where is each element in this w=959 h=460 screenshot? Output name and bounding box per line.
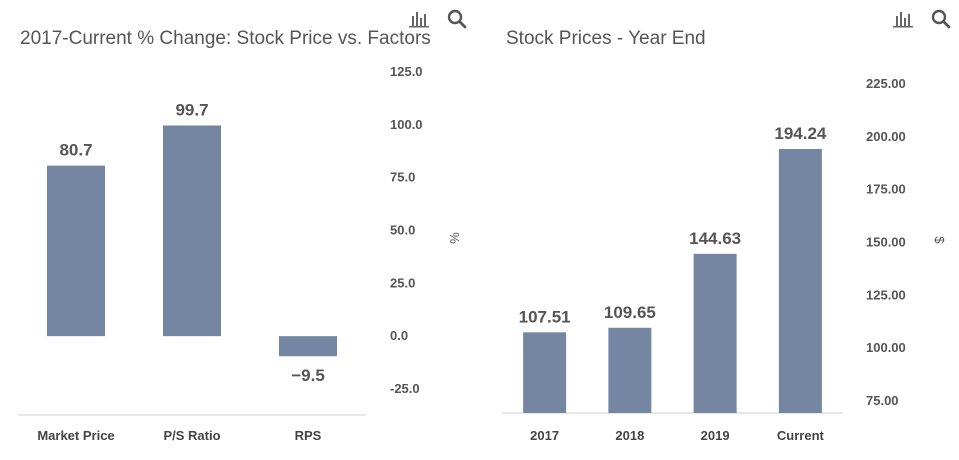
y-tick-label: 200.00 <box>866 129 906 144</box>
bar <box>693 253 737 413</box>
y-tick-label: 25.0 <box>390 275 415 290</box>
y-tick-label: 100.00 <box>866 340 906 355</box>
right-magnifier-icon[interactable] <box>930 8 952 30</box>
bar <box>778 149 822 413</box>
y-tick-label: 75.00 <box>866 393 899 408</box>
bar <box>608 327 652 413</box>
y-tick-label: -25.0 <box>390 381 420 396</box>
category-label: Market Price <box>37 428 114 443</box>
right-chart-title: Stock Prices - Year End <box>506 28 706 49</box>
right-chart-panel: Stock Prices - Year End 225.00 200.00 175.… <box>480 0 959 460</box>
y-tick-label: 0.0 <box>390 328 408 343</box>
left-chart-svg: 125.0 100.0 75.0 50.0 25.0 0.0 -25.0% 80.7 Marke… <box>18 64 462 443</box>
category-label: Current <box>777 428 825 443</box>
category-label: 2019 <box>701 428 730 443</box>
y-tick-label: 50.0 <box>390 223 415 238</box>
data-label: 109.65 <box>604 303 656 322</box>
category-label: 2018 <box>615 428 644 443</box>
category-label: RPS <box>295 428 322 443</box>
y-axis-label: % <box>447 232 462 244</box>
data-label: 99.7 <box>175 100 208 119</box>
bar <box>47 165 105 337</box>
y-tick-label: 100.0 <box>390 117 423 132</box>
data-label: 107.51 <box>519 307 571 326</box>
bar <box>523 332 567 413</box>
y-tick-label: 125.0 <box>390 64 423 79</box>
left-chart-title: 2017-Current % Change: Stock Price vs. F… <box>20 28 431 49</box>
y-tick-label: 75.0 <box>390 170 415 185</box>
right-chart-svg: 225.00 200.00 175.00 150.00 125.00 100.00 75.0… <box>502 76 947 443</box>
y-tick-label: 175.00 <box>866 182 906 197</box>
left-bar-chart-icon[interactable] <box>408 8 430 30</box>
left-chart-toolbar <box>408 8 468 30</box>
data-label: 144.63 <box>689 229 741 248</box>
y-tick-label: 125.00 <box>866 287 906 302</box>
y-tick-label: 225.00 <box>866 76 906 91</box>
bar <box>279 336 337 357</box>
y-tick-label: 150.00 <box>866 235 906 250</box>
data-label: 80.7 <box>59 141 92 160</box>
left-chart-panel: 2017-Current % Change: Stock Price vs. F… <box>18 8 468 443</box>
bar <box>163 125 221 337</box>
data-label: −9.5 <box>291 366 325 385</box>
left-magnifier-icon[interactable] <box>446 8 468 30</box>
y-axis-label: $ <box>932 236 947 244</box>
data-label: 194.24 <box>774 124 827 143</box>
category-label: P/S Ratio <box>163 428 220 443</box>
right-bar-chart-icon[interactable] <box>892 8 914 30</box>
category-label: 2017 <box>530 428 559 443</box>
right-chart-toolbar <box>892 8 952 30</box>
